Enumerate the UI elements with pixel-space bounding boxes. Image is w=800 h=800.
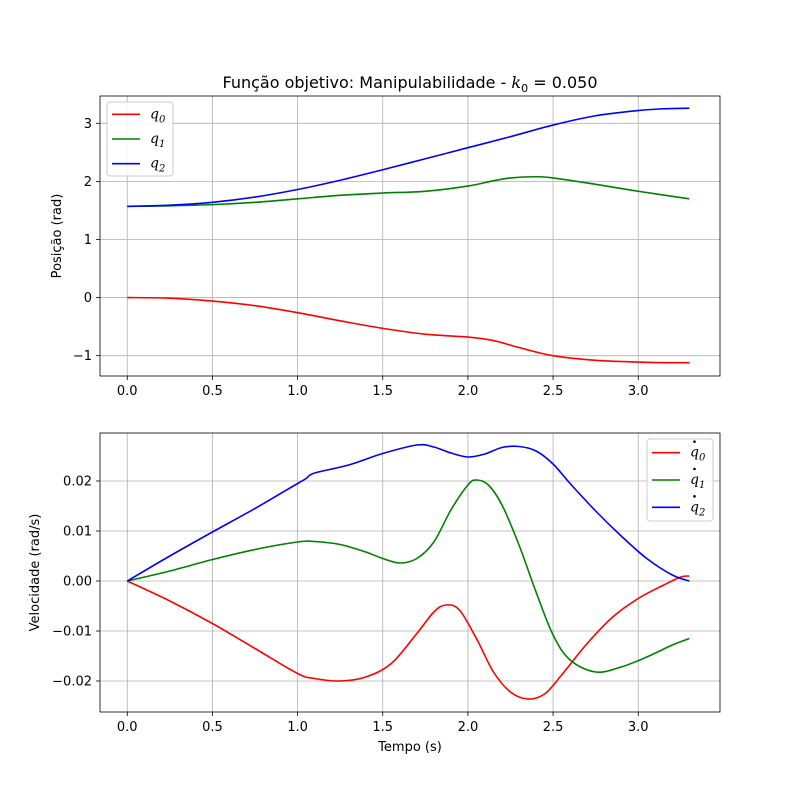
- x-tick-label: 1.0: [287, 720, 308, 735]
- x-tick-label: 0.5: [202, 720, 223, 735]
- series-line-q-dot0: [126, 575, 690, 700]
- legend-label-q2: q2: [150, 156, 165, 175]
- x-tick-label: 1.5: [372, 720, 393, 735]
- y-tick-label: 3: [84, 117, 92, 132]
- axes-frame: [99, 432, 721, 713]
- x-tick-label: 2.0: [458, 384, 479, 399]
- y-tick-label: 2: [84, 175, 92, 190]
- y-tick-label: −0.02: [52, 675, 92, 690]
- derivative-dot-icon: [693, 467, 696, 471]
- legend-label-q1: q1: [150, 131, 165, 150]
- derivative-dot-icon: [693, 440, 696, 443]
- velocity-chart: 0.0 0.5 1.0 1.5 2.0 2.5 3.0 −0.02 −0.01 0.00 0.01 0…: [28, 432, 721, 755]
- axes-frame: [99, 95, 721, 377]
- series-line-q2: [127, 107, 690, 208]
- x-tick-label: 1.0: [287, 384, 308, 399]
- x-tick-label: 3.0: [628, 720, 649, 735]
- plot-area: [100, 433, 720, 712]
- y-tick-label: −0.01: [52, 625, 92, 640]
- x-tick-label: 2.5: [543, 720, 564, 735]
- x-tick-label: 0.0: [117, 720, 138, 735]
- y-tick-label: 0.00: [63, 575, 92, 590]
- series-line-q1: [127, 175, 690, 208]
- legend-label-q-dot1: q1: [690, 472, 705, 491]
- x-tick-label: 2.0: [458, 720, 479, 735]
- x-tick-label: 2.5: [543, 384, 564, 399]
- position-chart: 0.0 0.5 1.0 1.5 2.0 2.5 3.0 −1 0 1 2 3 Posição (rad)…: [50, 73, 721, 399]
- y-axis-label: Posição (rad): [50, 194, 65, 279]
- series-line-q-dot2: [126, 443, 690, 582]
- legend-label-q-dot0: q0: [690, 445, 706, 464]
- y-tick-label: 0.02: [63, 475, 92, 490]
- x-axis-label: Tempo (s): [377, 740, 442, 755]
- legend: q0 q1 q2: [646, 438, 714, 522]
- derivative-dot-icon: [693, 495, 696, 498]
- series-line-q0: [127, 296, 690, 364]
- y-tick-label: 0.01: [63, 525, 92, 540]
- plot-area: [100, 96, 720, 376]
- y-axis-label: Velocidade (rad/s): [28, 514, 43, 632]
- legend-label-q0: q0: [150, 106, 166, 125]
- y-tick-label: 0: [84, 291, 92, 306]
- x-tick-label: 0.5: [202, 384, 223, 399]
- legend-label-q-dot2: q2: [690, 499, 705, 518]
- x-tick-label: 0.0: [117, 384, 138, 399]
- x-tick-label: 1.5: [372, 384, 393, 399]
- legend: q0 q1 q2: [106, 101, 174, 177]
- x-tick-label: 3.0: [628, 384, 649, 399]
- series-line-q-dot1: [127, 479, 690, 674]
- chart-title: Função objetivo: Manipulabilidade - k0 =…: [222, 73, 597, 95]
- y-tick-label: −1: [73, 349, 92, 364]
- y-tick-label: 1: [84, 233, 92, 248]
